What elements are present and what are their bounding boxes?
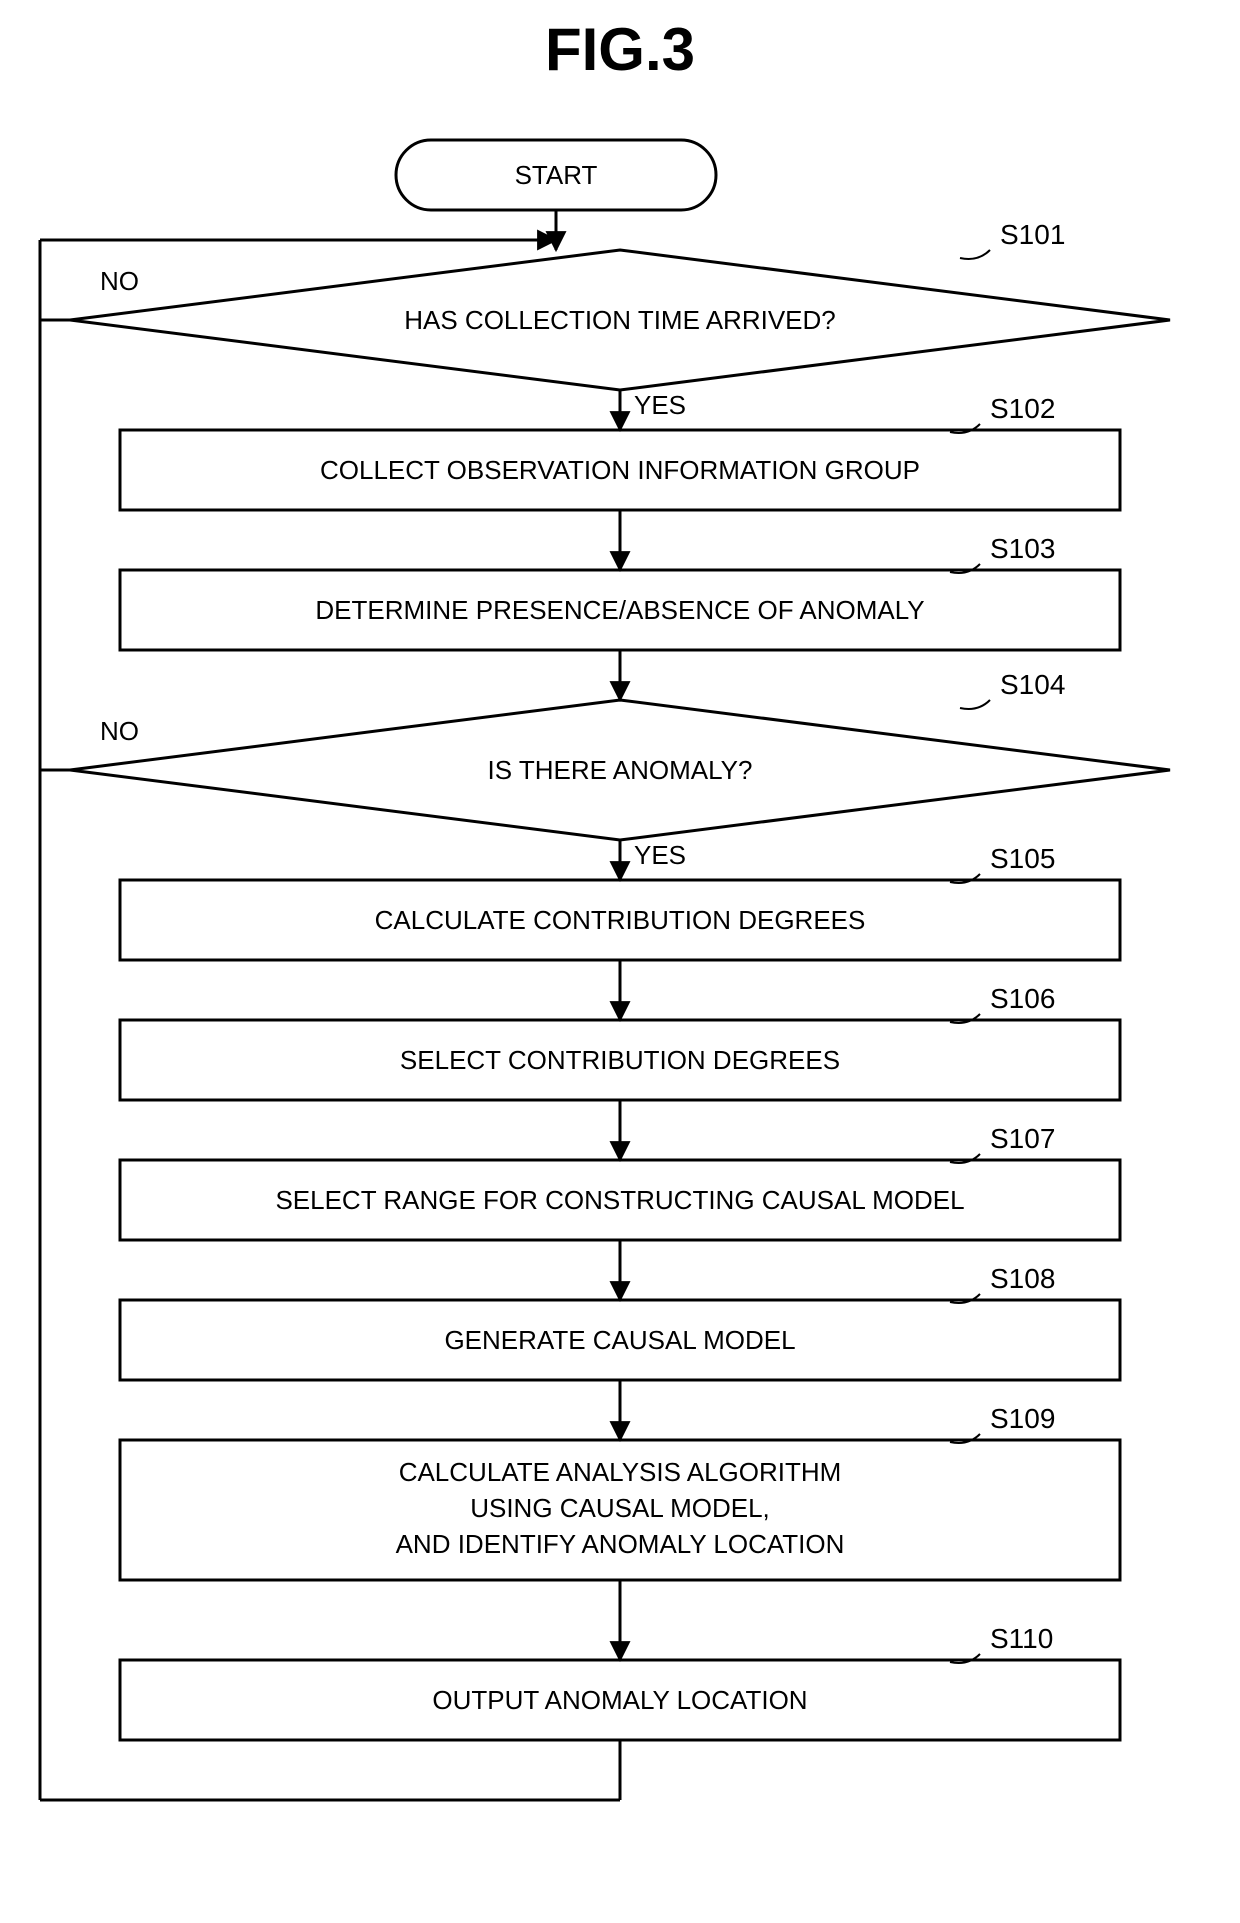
svg-text:S101: S101 [1000, 219, 1065, 250]
svg-text:S102: S102 [990, 393, 1055, 424]
svg-text:FIG.3: FIG.3 [545, 16, 695, 83]
svg-text:IS THERE ANOMALY?: IS THERE ANOMALY? [488, 755, 753, 785]
svg-text:AND IDENTIFY ANOMALY LOCATION: AND IDENTIFY ANOMALY LOCATION [396, 1529, 845, 1559]
svg-text:S105: S105 [990, 843, 1055, 874]
svg-text:S107: S107 [990, 1123, 1055, 1154]
svg-text:S109: S109 [990, 1403, 1055, 1434]
svg-text:NO: NO [100, 716, 139, 746]
svg-text:COLLECT OBSERVATION INFORMATIO: COLLECT OBSERVATION INFORMATION GROUP [320, 455, 920, 485]
svg-text:GENERATE CAUSAL MODEL: GENERATE CAUSAL MODEL [444, 1325, 795, 1355]
svg-text:USING CAUSAL MODEL,: USING CAUSAL MODEL, [470, 1493, 770, 1523]
svg-text:SELECT RANGE FOR CONSTRUCTING: SELECT RANGE FOR CONSTRUCTING CAUSAL MOD… [275, 1185, 964, 1215]
svg-text:S104: S104 [1000, 669, 1065, 700]
svg-text:HAS COLLECTION TIME ARRIVED?: HAS COLLECTION TIME ARRIVED? [404, 305, 836, 335]
svg-text:S108: S108 [990, 1263, 1055, 1294]
svg-text:S103: S103 [990, 533, 1055, 564]
svg-text:CALCULATE CONTRIBUTION DEGREES: CALCULATE CONTRIBUTION DEGREES [375, 905, 866, 935]
svg-text:START: START [515, 160, 598, 190]
svg-text:S110: S110 [990, 1623, 1053, 1654]
svg-text:S106: S106 [990, 983, 1055, 1014]
svg-text:DETERMINE PRESENCE/ABSENCE OF: DETERMINE PRESENCE/ABSENCE OF ANOMALY [315, 595, 924, 625]
svg-text:YES: YES [634, 390, 686, 420]
svg-text:CALCULATE ANALYSIS ALGORITHM: CALCULATE ANALYSIS ALGORITHM [399, 1457, 842, 1487]
svg-text:NO: NO [100, 266, 139, 296]
svg-text:OUTPUT ANOMALY LOCATION: OUTPUT ANOMALY LOCATION [432, 1685, 807, 1715]
svg-text:YES: YES [634, 840, 686, 870]
svg-text:SELECT CONTRIBUTION DEGREES: SELECT CONTRIBUTION DEGREES [400, 1045, 840, 1075]
